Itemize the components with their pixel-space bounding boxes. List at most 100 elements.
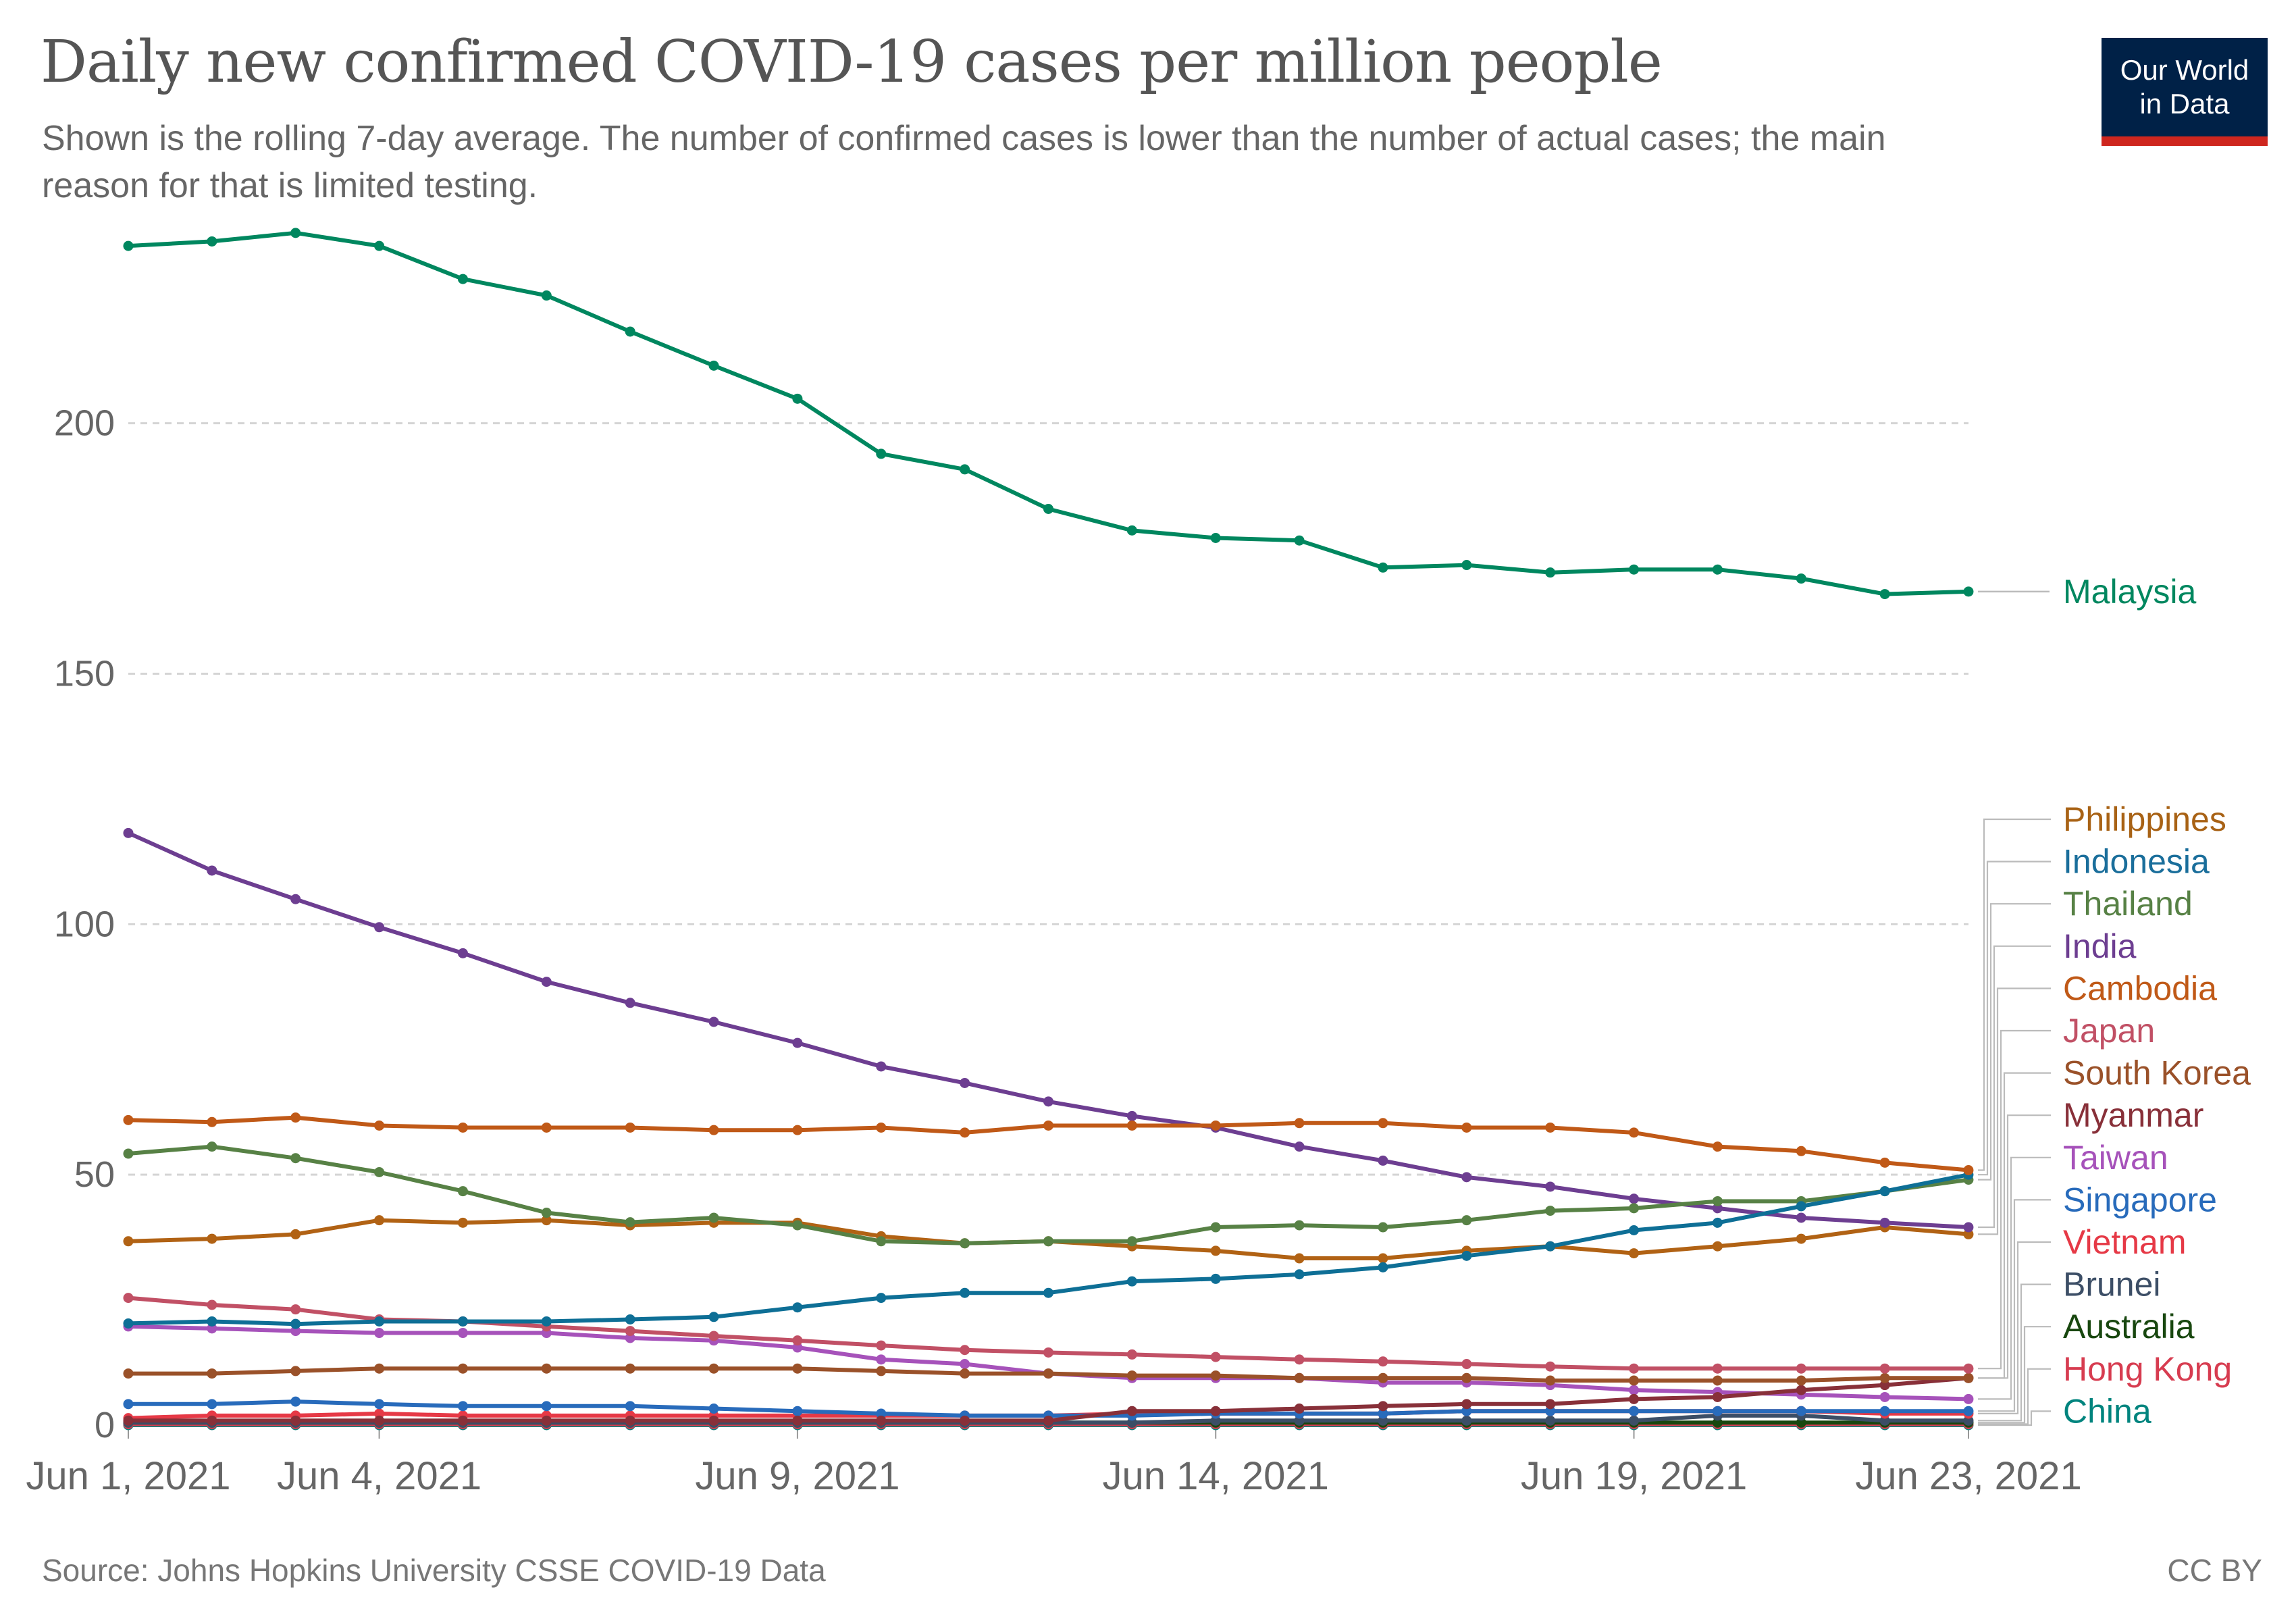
series-label-philippines[interactable]: Philippines [2063,800,2226,838]
data-point-indonesia[interactable] [123,1318,134,1329]
data-point-japan[interactable] [1126,1349,1137,1360]
series-label-malaysia[interactable]: Malaysia [2063,573,2196,611]
data-point-myanmar[interactable] [1294,1404,1305,1414]
data-point-indonesia[interactable] [708,1312,719,1322]
data-point-south-korea[interactable] [792,1363,803,1374]
data-point-thailand[interactable] [374,1166,385,1177]
data-point-south-korea[interactable] [1294,1372,1305,1383]
data-point-japan[interactable] [123,1293,134,1304]
data-point-thailand[interactable] [123,1148,134,1159]
data-point-thailand[interactable] [1043,1236,1053,1247]
data-point-taiwan[interactable] [1963,1393,1974,1404]
series-label-hong-kong[interactable]: Hong Kong [2063,1350,2232,1388]
data-point-malaysia[interactable] [541,290,552,301]
data-point-malaysia[interactable] [207,236,217,247]
data-point-south-korea[interactable] [1629,1375,1640,1386]
data-point-india[interactable] [960,1077,970,1088]
data-point-south-korea[interactable] [876,1366,887,1376]
series-line-malaysia[interactable] [128,230,1969,596]
data-point-india[interactable] [1043,1096,1053,1107]
data-point-indonesia[interactable] [1294,1269,1305,1280]
data-point-indonesia[interactable] [1126,1276,1137,1287]
data-point-myanmar[interactable] [625,1415,635,1426]
data-point-brunei[interactable] [1210,1415,1221,1426]
data-point-japan[interactable] [1879,1363,1890,1374]
data-point-south-korea[interactable] [708,1363,719,1374]
series-india[interactable] [123,827,1974,1233]
data-point-thailand[interactable] [876,1236,887,1247]
data-point-singapore[interactable] [207,1399,217,1410]
data-point-philippines[interactable] [792,1125,803,1135]
data-point-singapore[interactable] [1963,1406,1974,1416]
data-point-taiwan[interactable] [374,1328,385,1339]
data-point-thailand[interactable] [1629,1203,1640,1214]
series-label-australia[interactable]: Australia [2063,1308,2195,1345]
data-point-thailand[interactable] [1712,1195,1723,1206]
data-point-india[interactable] [541,977,552,987]
data-point-indonesia[interactable] [1043,1287,1053,1298]
data-point-india[interactable] [290,894,301,904]
data-point-philippines[interactable] [1210,1120,1221,1131]
data-point-thailand[interactable] [1210,1222,1221,1233]
data-point-south-korea[interactable] [1963,1372,1974,1383]
data-point-brunei[interactable] [1378,1415,1388,1426]
series-label-vietnam[interactable]: Vietnam [2063,1223,2187,1261]
data-point-south-korea[interactable] [457,1363,468,1374]
data-point-indonesia[interactable] [1545,1241,1556,1252]
data-point-taiwan[interactable] [1879,1391,1890,1402]
data-point-indonesia[interactable] [374,1316,385,1327]
series-indonesia[interactable] [123,1169,1974,1329]
data-point-japan[interactable] [1378,1356,1388,1367]
data-point-japan[interactable] [1796,1363,1806,1374]
data-point-south-korea[interactable] [374,1363,385,1374]
data-point-india[interactable] [1461,1172,1472,1183]
series-line-thailand[interactable] [128,1144,1969,1245]
data-point-japan[interactable] [960,1345,970,1356]
data-point-philippines[interactable] [457,1122,468,1133]
data-point-malaysia[interactable] [876,448,887,459]
series-label-india[interactable]: India [2063,927,2137,965]
data-point-south-korea[interactable] [1378,1372,1388,1383]
data-point-malaysia[interactable] [457,274,468,284]
data-point-myanmar[interactable] [374,1415,385,1426]
series-malaysia[interactable] [123,228,1974,600]
data-point-japan[interactable] [207,1300,217,1310]
data-point-japan[interactable] [1963,1363,1974,1374]
data-point-cambodia[interactable] [1629,1248,1640,1259]
data-point-philippines[interactable] [1629,1127,1640,1138]
data-point-singapore[interactable] [708,1404,719,1414]
series-label-singapore[interactable]: Singapore [2063,1181,2217,1218]
data-point-south-korea[interactable] [123,1368,134,1379]
data-point-thailand[interactable] [1461,1215,1472,1226]
data-point-japan[interactable] [792,1335,803,1346]
data-point-japan[interactable] [290,1304,301,1315]
series-label-indonesia[interactable]: Indonesia [2063,843,2210,881]
data-point-japan[interactable] [708,1331,719,1341]
data-point-india[interactable] [1796,1212,1806,1223]
data-point-cambodia[interactable] [290,1229,301,1239]
series-myanmar[interactable] [123,1372,1974,1426]
data-point-south-korea[interactable] [207,1368,217,1379]
data-point-india[interactable] [1294,1141,1305,1152]
data-point-brunei[interactable] [1629,1415,1640,1426]
data-point-south-korea[interactable] [625,1363,635,1374]
data-point-philippines[interactable] [960,1127,970,1138]
data-point-south-korea[interactable] [1126,1370,1137,1381]
license-link[interactable]: CC BY [2167,1553,2262,1588]
series-label-thailand[interactable]: Thailand [2063,885,2193,923]
data-point-cambodia[interactable] [123,1236,134,1247]
data-point-philippines[interactable] [123,1114,134,1125]
data-point-indonesia[interactable] [792,1302,803,1313]
data-point-malaysia[interactable] [1796,573,1806,584]
data-point-philippines[interactable] [1126,1120,1137,1131]
data-point-brunei[interactable] [1126,1417,1137,1428]
data-point-philippines[interactable] [1963,1164,1974,1175]
data-point-cambodia[interactable] [1963,1229,1974,1239]
owid-logo[interactable]: Our World in Data [2102,38,2268,146]
series-label-brunei[interactable]: Brunei [2063,1266,2161,1304]
data-point-cambodia[interactable] [1294,1253,1305,1264]
data-point-brunei[interactable] [1461,1415,1472,1426]
data-point-singapore[interactable] [876,1408,887,1419]
data-point-singapore[interactable] [1629,1406,1640,1416]
data-point-malaysia[interactable] [960,464,970,475]
